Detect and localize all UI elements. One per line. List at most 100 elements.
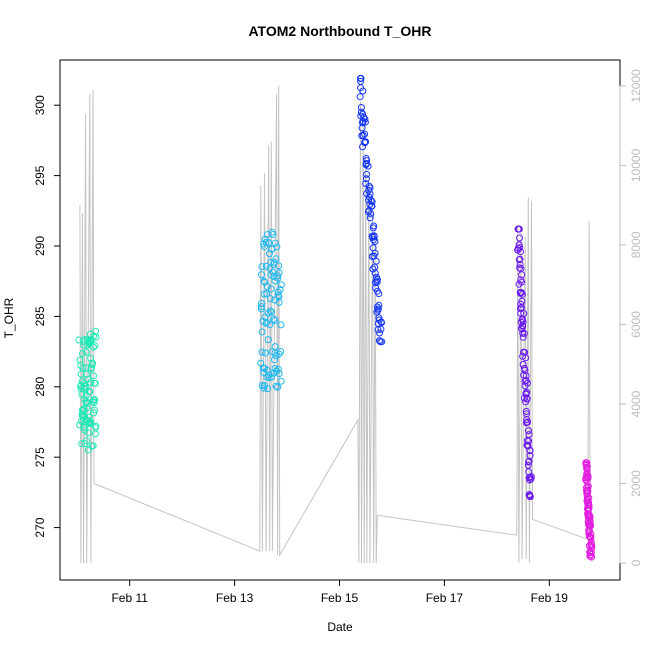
scatter-point — [587, 530, 595, 538]
y-tick-label: 295 — [33, 165, 47, 185]
x-tick-label: Feb 17 — [426, 591, 464, 605]
scatter-point — [584, 482, 592, 490]
scatter-point — [359, 131, 367, 139]
scatter-point — [373, 275, 381, 283]
scatter-point — [275, 370, 283, 378]
scatter-point — [371, 238, 379, 245]
scatter-point — [271, 239, 279, 247]
scatter-point — [267, 308, 275, 316]
scatter-point — [277, 321, 285, 329]
scatter-point — [79, 364, 87, 372]
scatter-point — [518, 271, 526, 279]
scatter-point — [527, 473, 535, 481]
scatter-point — [270, 258, 278, 266]
scatter-point — [84, 429, 92, 437]
scatter-point — [91, 396, 99, 403]
scatter-point — [585, 504, 593, 512]
scatter-point — [517, 303, 525, 311]
scatter-point — [275, 269, 283, 277]
scatter-point — [525, 458, 532, 466]
scatter-point — [368, 202, 376, 210]
scatter-point — [524, 461, 532, 469]
scatter-point — [260, 384, 268, 392]
scatter-point — [523, 437, 531, 444]
scatter-point — [588, 553, 596, 561]
scatter-point — [517, 305, 524, 313]
scatter-point — [92, 424, 100, 432]
scatter-point — [370, 233, 378, 241]
scatter-point — [372, 277, 380, 285]
scatter-point — [516, 261, 524, 268]
scatter-point — [277, 348, 285, 355]
scatter-point — [275, 293, 283, 301]
scatter-point — [375, 290, 383, 298]
scatter-point — [88, 364, 95, 372]
scatter-point — [262, 262, 270, 270]
scatter-point — [527, 475, 535, 483]
scatter-point — [366, 214, 374, 222]
scatter-point — [258, 271, 265, 279]
scatter-point — [90, 372, 97, 380]
scatter-point — [371, 269, 379, 277]
scatter-point — [525, 457, 533, 465]
scatter-point — [374, 326, 382, 334]
scatter-point — [76, 356, 84, 364]
scatter-point — [363, 170, 371, 178]
scatter-point — [364, 162, 372, 170]
scatter-points — [75, 74, 596, 561]
scatter-point — [274, 365, 282, 373]
scatter-point — [375, 301, 383, 309]
scatter-point — [76, 421, 84, 429]
scatter-point — [85, 388, 93, 396]
scatter-point — [268, 373, 276, 381]
scatter-point — [356, 75, 364, 82]
x-axis: Feb 11 Feb 13 Feb 15 Feb 17 Feb 19 — [111, 579, 568, 605]
scatter-point — [374, 305, 382, 313]
scatter-point — [266, 295, 274, 303]
scatter-point — [525, 427, 532, 435]
scatter-point — [260, 243, 268, 251]
scatter-point — [367, 210, 375, 218]
scatter-point — [515, 241, 523, 249]
scatter-point — [523, 395, 531, 403]
scatter-point — [357, 104, 365, 111]
scatter-point — [515, 256, 523, 264]
y-tick-label: 270 — [33, 517, 47, 537]
scatter-point — [518, 290, 526, 298]
scatter-point — [262, 319, 270, 327]
scatter-point — [78, 440, 86, 448]
scatter-point — [91, 379, 99, 387]
y2-tick-label: 6000 — [629, 311, 643, 338]
scatter-point — [83, 404, 91, 412]
scatter-point — [377, 325, 385, 333]
scatter-point — [263, 290, 271, 298]
scatter-point — [518, 278, 525, 286]
scatter-point — [370, 222, 378, 230]
x-tick-label: Feb 13 — [216, 591, 254, 605]
scatter-point — [89, 359, 97, 367]
scatter-point — [519, 329, 527, 337]
y-axis-label: T_OHR — [2, 297, 16, 338]
scatter-point — [264, 385, 272, 393]
scatter-point — [368, 198, 376, 206]
scatter-point — [370, 236, 377, 244]
scatter-point — [91, 430, 99, 438]
scatter-point — [361, 130, 369, 138]
scatter-point — [266, 321, 274, 329]
scatter-point — [81, 383, 89, 390]
scatter-point — [517, 248, 524, 256]
y2-tick-label: 0 — [629, 559, 643, 566]
y2-tick-label: 8000 — [629, 231, 643, 258]
y-tick-label: 280 — [33, 376, 47, 396]
scatter-point — [588, 544, 596, 552]
scatter-point — [516, 244, 524, 252]
scatter-point — [89, 442, 97, 450]
scatter-point — [584, 495, 591, 503]
y-tick-label: 285 — [33, 306, 47, 326]
scatter-point — [371, 249, 379, 257]
chart-title: ATOM2 Northbound T_OHR — [248, 23, 431, 39]
scatter-point — [262, 238, 270, 246]
y2-tick-label: 10000 — [629, 148, 643, 182]
scatter-point — [366, 190, 374, 198]
